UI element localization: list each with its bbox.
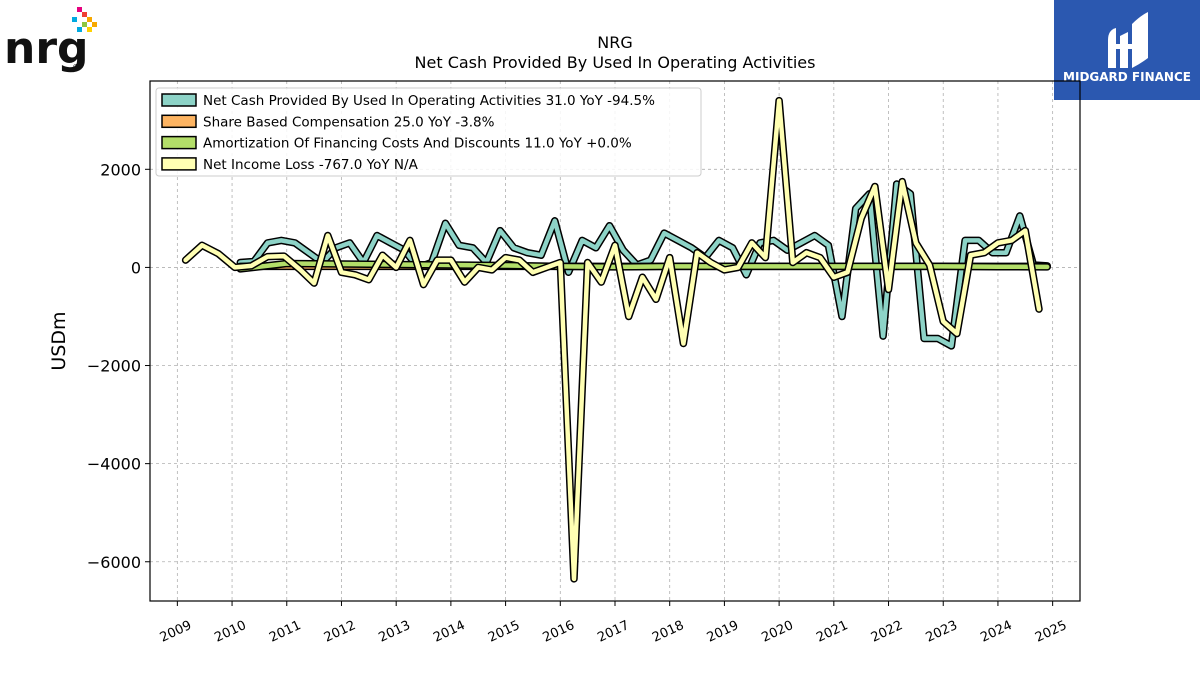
- x-tick-label: 2021: [814, 618, 850, 646]
- legend: Net Cash Provided By Used In Operating A…: [155, 87, 702, 177]
- plot-lines: [181, 96, 1051, 583]
- chart-subtitle: Net Cash Provided By Used In Operating A…: [415, 53, 816, 72]
- x-tick-label: 2013: [377, 618, 413, 646]
- midgard-emblem-icon: [1108, 12, 1148, 68]
- x-tick-label: 2022: [869, 618, 905, 646]
- legend-swatch: [161, 157, 197, 171]
- legend-swatch: [161, 93, 197, 107]
- x-tick-label: 2019: [705, 618, 741, 646]
- legend-swatch: [161, 135, 197, 150]
- x-tick-label: 2009: [158, 618, 194, 646]
- x-tick-label: 2017: [595, 618, 631, 646]
- y-axis-label: USDm: [48, 311, 70, 370]
- nrg-logo: nrg ®: [4, 7, 97, 74]
- legend-label: Amortization Of Financing Costs And Disc…: [203, 136, 632, 152]
- x-tick-label: 2012: [322, 618, 358, 646]
- x-tick-label: 2020: [759, 618, 795, 646]
- nrg-logo-icon: [72, 7, 97, 32]
- x-tick-label: 2025: [1033, 618, 1069, 646]
- x-tick-label: 2016: [541, 618, 577, 646]
- y-tick-label: 0: [131, 258, 141, 277]
- series-line-stroke: [183, 98, 1042, 582]
- y-tick-label: −6000: [87, 553, 141, 572]
- y-tick-label: 2000: [100, 160, 141, 179]
- series-line-2: [236, 259, 1051, 273]
- y-axis-ticks: 2000 0 −2000 −4000 −6000: [87, 160, 150, 572]
- x-tick-label: 2010: [212, 618, 248, 646]
- midgard-finance-logo: MIDGARD FINANCE: [1054, 0, 1200, 100]
- brand-name: MIDGARD FINANCE: [1063, 70, 1191, 84]
- legend-label: Net Cash Provided By Used In Operating A…: [203, 93, 655, 109]
- x-axis-ticks: 2009 2010 2011 2012 2013 2014 2015 2016 2017 2018…: [158, 601, 1069, 646]
- legend-swatch: [161, 114, 197, 129]
- series-line-3: [181, 96, 1043, 583]
- x-tick-label: 2018: [650, 618, 686, 646]
- x-tick-label: 2015: [486, 618, 522, 646]
- nrg-logo-text: nrg: [4, 23, 89, 74]
- legend-label: Share Based Compensation 25.0 YoY -3.8%: [203, 114, 495, 130]
- x-tick-label: 2024: [978, 618, 1014, 646]
- x-tick-label: 2023: [924, 618, 960, 646]
- x-tick-label: 2014: [431, 618, 467, 646]
- legend-box: [155, 87, 702, 177]
- y-tick-label: −4000: [87, 455, 141, 474]
- y-tick-label: −2000: [87, 357, 141, 376]
- chart-title: NRG: [597, 33, 632, 52]
- nrg-logo-mark: ®: [72, 63, 80, 72]
- series-line-stroke: [238, 261, 1050, 272]
- x-tick-label: 2011: [267, 618, 303, 646]
- legend-label: Net Income Loss -767.0 YoY N/A: [203, 157, 419, 173]
